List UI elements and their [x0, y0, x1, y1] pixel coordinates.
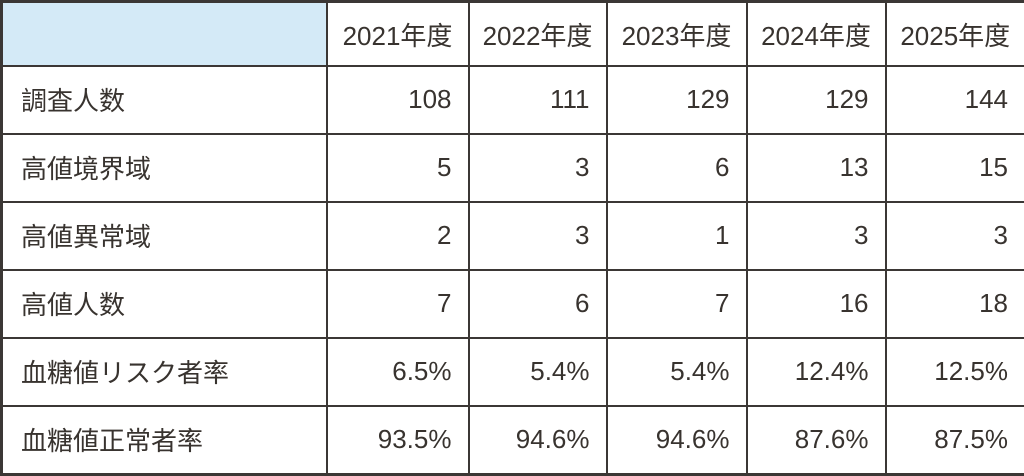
data-cell: 144 [884, 65, 1024, 135]
data-cell: 7 [325, 268, 470, 339]
data-cell: 12.4% [745, 336, 887, 407]
row-label: 高値人数 [0, 268, 328, 339]
data-cell: 5.4% [605, 336, 748, 407]
row-label: 血糖値正常者率 [0, 404, 328, 476]
table-row: 血糖値正常者率 93.5% 94.6% 94.6% 87.6% 87.5% [0, 404, 1024, 476]
data-cell: 3 [745, 200, 887, 271]
data-cell: 15 [884, 132, 1024, 203]
data-cell: 6 [605, 132, 748, 203]
data-cell: 87.5% [884, 404, 1024, 476]
data-cell: 111 [467, 65, 608, 135]
data-cell: 3 [884, 200, 1024, 271]
table-row: 血糖値リスク者率 6.5% 5.4% 5.4% 12.4% 12.5% [0, 336, 1024, 407]
data-cell: 129 [745, 65, 887, 135]
data-cell: 93.5% [325, 404, 470, 476]
data-cell: 108 [325, 65, 470, 135]
row-label: 血糖値リスク者率 [0, 336, 328, 407]
table-row: 高値異常域 2 3 1 3 3 [0, 200, 1024, 271]
column-header: 2022年度 [467, 0, 608, 67]
table-row: 調査人数 108 111 129 129 144 [0, 65, 1024, 135]
table-header: 2021年度 2022年度 2023年度 2024年度 2025年度 [0, 0, 1024, 67]
data-cell: 6 [467, 268, 608, 339]
data-cell: 94.6% [467, 404, 608, 476]
data-cell: 13 [745, 132, 887, 203]
data-cell: 3 [467, 200, 608, 271]
row-label: 高値異常域 [0, 200, 328, 271]
column-header: 2025年度 [884, 0, 1024, 67]
corner-cell [0, 0, 328, 67]
data-cell: 1 [605, 200, 748, 271]
data-cell: 12.5% [884, 336, 1024, 407]
column-header: 2021年度 [325, 0, 470, 67]
row-label: 調査人数 [0, 65, 328, 135]
column-header: 2023年度 [605, 0, 748, 67]
data-cell: 94.6% [605, 404, 748, 476]
table-row: 高値人数 7 6 7 16 18 [0, 268, 1024, 339]
table-row: 高値境界域 5 3 6 13 15 [0, 132, 1024, 203]
data-cell: 3 [467, 132, 608, 203]
table-body: 調査人数 108 111 129 129 144 高値境界域 5 3 6 13 15 高値異常域 2 3 1 3… [0, 65, 1024, 476]
data-cell: 7 [605, 268, 748, 339]
data-cell: 5.4% [467, 336, 608, 407]
row-label: 高値境界域 [0, 132, 328, 203]
column-header: 2024年度 [745, 0, 887, 67]
data-cell: 87.6% [745, 404, 887, 476]
data-cell: 129 [605, 65, 748, 135]
data-cell: 18 [884, 268, 1024, 339]
data-cell: 5 [325, 132, 470, 203]
header-row: 2021年度 2022年度 2023年度 2024年度 2025年度 [0, 0, 1024, 67]
data-cell: 2 [325, 200, 470, 271]
data-cell: 16 [745, 268, 887, 339]
data-cell: 6.5% [325, 336, 470, 407]
